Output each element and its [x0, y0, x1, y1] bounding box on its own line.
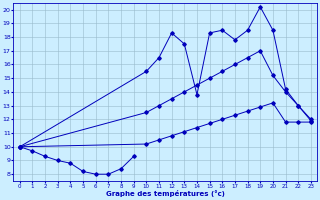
X-axis label: Graphe des températures (°c): Graphe des températures (°c) — [106, 190, 225, 197]
